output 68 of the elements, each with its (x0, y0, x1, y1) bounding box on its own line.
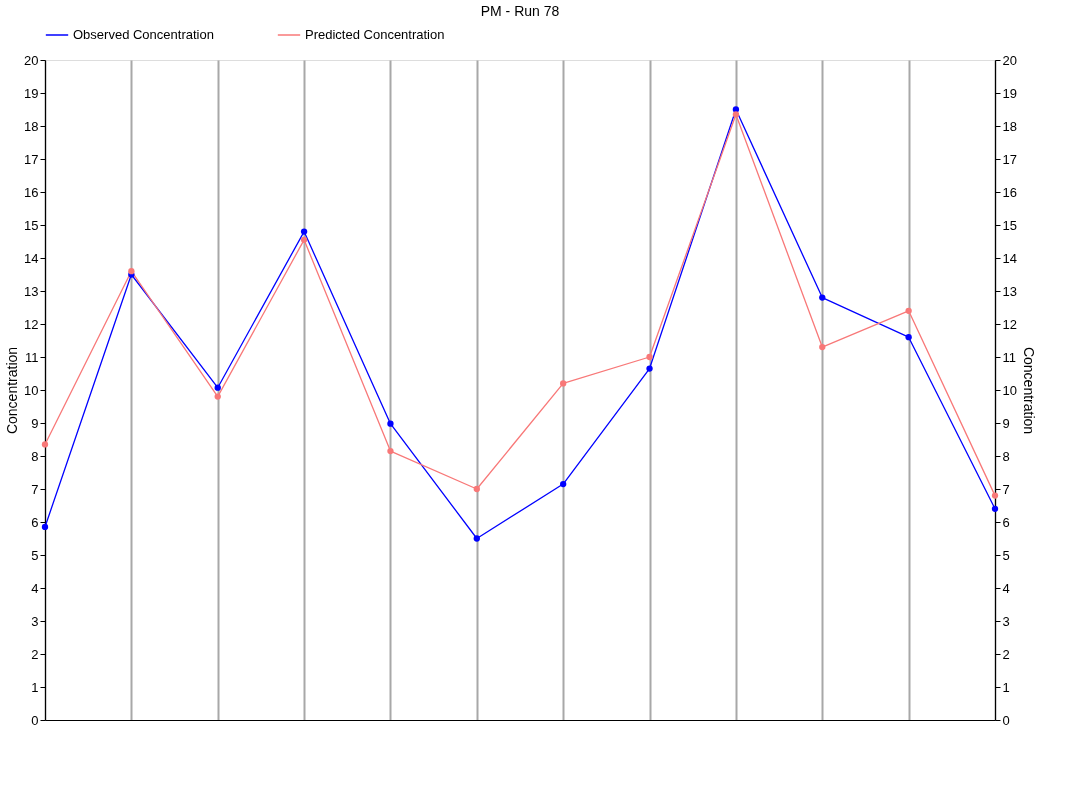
chart-title: PM - Run 78 (480, 3, 560, 19)
y-tick-label: 1 (31, 679, 39, 695)
y-tick-label: 8 (31, 448, 39, 464)
y-tick-label: 2 (31, 646, 39, 662)
y-tick-label: 17 (24, 151, 39, 167)
y-tick-label: 15 (24, 217, 39, 233)
y2-tick-label: 11 (1002, 349, 1016, 365)
y-tick-label: 4 (31, 580, 39, 596)
y2-tick-label: 13 (1002, 283, 1017, 299)
y-tick-label: 7 (31, 481, 39, 497)
y2-tick-label: 0 (1002, 712, 1010, 728)
y2-tick-label: 6 (1002, 514, 1010, 530)
y2-tick-label: 2 (1002, 646, 1010, 662)
point (387, 420, 394, 427)
point (41, 523, 49, 531)
point (646, 365, 653, 372)
y-tick-label: 12 (24, 316, 39, 332)
point (387, 447, 394, 455)
point (300, 228, 308, 235)
y-tick-label: 18 (24, 118, 39, 134)
y2-axis-title: Concentration (1020, 346, 1037, 435)
legend-label: Predicted Concentration (305, 27, 445, 42)
y-tick-label: 0 (31, 712, 39, 728)
y2-tick-label: 5 (1002, 547, 1010, 563)
y-tick-label: 5 (31, 547, 39, 563)
y2-tick-label: 4 (1002, 580, 1010, 596)
point (646, 353, 653, 361)
point (214, 393, 221, 400)
y-axis-title: Concentration (4, 346, 21, 435)
point (905, 307, 912, 314)
y2-tick-label: 17 (1002, 151, 1017, 167)
point (819, 343, 826, 351)
y2-tick-label: 7 (1002, 481, 1010, 497)
point (560, 480, 567, 488)
point (819, 294, 826, 301)
y-tick-label: 19 (24, 85, 39, 101)
y2-tick-label: 9 (1002, 415, 1010, 431)
y-tick-label: 10 (24, 382, 39, 398)
y2-tick-label: 8 (1002, 448, 1010, 464)
point (214, 384, 221, 391)
y2-tick-label: 1 (1002, 679, 1010, 695)
y-tick-label: 9 (31, 415, 39, 431)
y-tick-label: 20 (24, 52, 39, 68)
point (991, 492, 999, 499)
y-tick-label: 3 (31, 613, 39, 629)
point (473, 535, 480, 542)
y2-tick-label: 14 (1002, 250, 1017, 266)
y-tick-label: 6 (31, 514, 39, 530)
point (905, 334, 912, 341)
y-tick-label: 16 (24, 184, 39, 200)
point (732, 111, 740, 118)
point (473, 485, 480, 493)
point (41, 441, 49, 448)
y-tick-label: 11 (25, 349, 39, 365)
y-tick-label: 14 (24, 250, 39, 266)
point (560, 380, 567, 387)
y2-tick-label: 16 (1002, 184, 1017, 200)
y-tick-label: 13 (24, 283, 39, 299)
y2-tick-label: 12 (1002, 316, 1017, 332)
y2-tick-label: 3 (1002, 613, 1010, 629)
y2-tick-label: 20 (1002, 52, 1017, 68)
point (991, 505, 999, 512)
y2-tick-label: 19 (1002, 85, 1017, 101)
y2-tick-label: 15 (1002, 217, 1017, 233)
point (300, 236, 308, 244)
legend-label: Observed Concentration (73, 27, 214, 42)
y2-tick-label: 10 (1002, 382, 1017, 398)
y2-tick-label: 18 (1002, 118, 1017, 134)
